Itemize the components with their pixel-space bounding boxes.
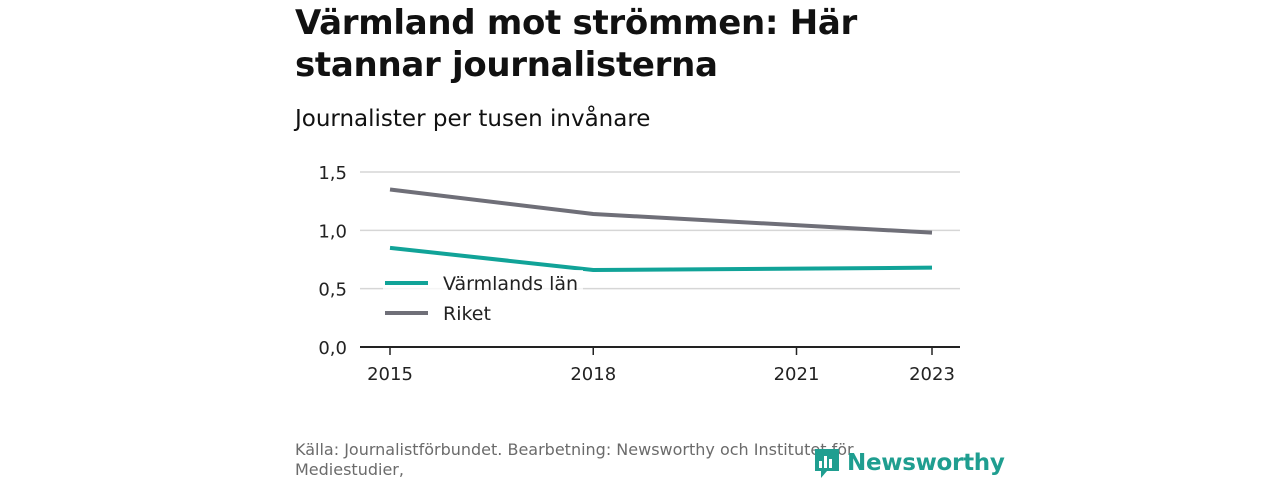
x-tick-label: 2021 [774,364,820,385]
newsworthy-logo: Newsworthy [813,446,1005,480]
series-line [389,245,933,272]
series-lines [389,187,933,272]
legend-label: Riket [443,303,491,325]
bar-chart-icon [815,449,839,478]
y-tick-label: 1,0 [318,221,347,242]
logo-text: Newsworthy [847,450,1005,476]
axes: 0,0 0,5 1,0 1,5 2015 2018 2021 2023 [318,163,960,385]
y-tick-label: 0,0 [318,338,347,359]
line-chart: 0,0 0,5 1,0 1,5 2015 2018 2021 2023 Värmlands l… [318,163,960,385]
series-line [389,187,933,235]
x-tick-label: 2018 [570,364,616,385]
y-tick-label: 0,5 [318,280,347,301]
legend: Värmlands län Riket [383,270,583,325]
chart-container: Värmland mot strömmen: Här stannar journ… [295,0,1005,480]
source-note: Källa: Journalistförbundet. Bearbetning:… [295,440,854,479]
chart-title: Värmland mot strömmen: Här stannar journ… [295,3,857,85]
x-tick-label: 2023 [909,364,955,385]
chart-subtitle: Journalister per tusen invånare [295,106,651,132]
legend-label: Värmlands län [443,273,578,295]
x-tick-label: 2015 [367,364,413,385]
y-tick-label: 1,5 [318,163,347,184]
